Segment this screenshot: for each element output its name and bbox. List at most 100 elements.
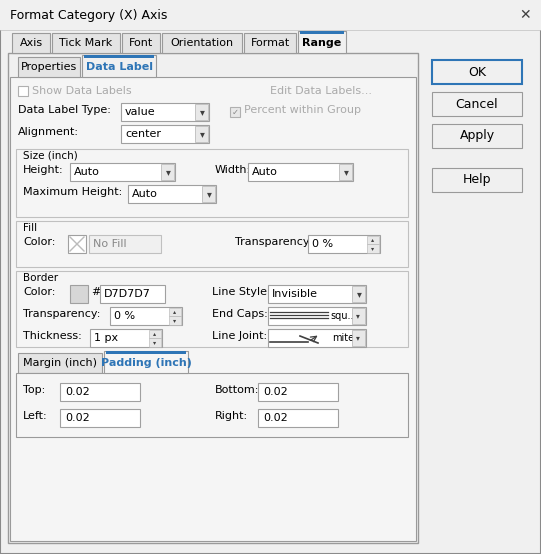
Bar [121,125,209,143]
Bar [230,107,240,117]
Bar [248,163,353,181]
Text: Range: Range [302,38,341,48]
Bar [432,60,522,84]
Bar [18,353,102,373]
Bar [122,33,160,53]
Text: 0 %: 0 % [312,239,333,249]
Bar [8,53,418,543]
Text: Right:: Right: [215,411,248,421]
Bar [268,285,366,303]
Bar [268,329,366,347]
Bar [89,235,161,253]
Bar [68,235,86,253]
Bar [169,316,181,325]
Text: ▾: ▾ [174,318,176,323]
Bar [110,307,182,325]
Bar [300,31,344,34]
Bar [100,285,165,303]
Bar [339,164,352,180]
Bar [82,55,156,77]
Bar [84,55,154,58]
Bar [128,185,216,203]
Text: 0.02: 0.02 [263,387,288,397]
Bar [16,271,408,347]
Bar [432,124,522,148]
Bar [244,33,296,53]
Text: Orientation: Orientation [170,38,234,48]
Bar [18,57,80,77]
Text: #: # [91,287,101,297]
Text: End Caps:: End Caps: [212,309,268,319]
Bar [258,383,338,401]
Text: Width:: Width: [215,165,251,175]
Bar [195,104,208,120]
Bar [367,235,379,244]
Bar [0,0,541,30]
Text: Cancel: Cancel [456,98,498,110]
Text: squ...: squ... [330,311,357,321]
Bar [16,373,408,437]
Bar [432,92,522,116]
Text: ▴: ▴ [154,331,156,336]
Text: ▾: ▾ [154,340,156,345]
Text: Auto: Auto [74,167,100,177]
Text: Auto: Auto [132,189,158,199]
Bar [70,285,88,303]
Text: D7D7D7: D7D7D7 [104,289,151,299]
Bar [104,351,188,373]
Text: Thickness:: Thickness: [23,331,82,341]
Text: ▾: ▾ [357,289,361,299]
Text: Size (inch): Size (inch) [23,151,78,161]
Bar [90,329,162,347]
Text: 1 px: 1 px [94,333,118,343]
Bar [70,163,175,181]
Text: 0.02: 0.02 [263,413,288,423]
Text: ▴: ▴ [174,309,176,314]
Text: Tick Mark: Tick Mark [60,38,113,48]
Text: center: center [125,129,161,139]
Text: 0.02: 0.02 [65,387,90,397]
Text: No Fill: No Fill [93,239,127,249]
Bar [258,409,338,427]
Text: Height:: Height: [23,165,64,175]
Text: Auto: Auto [252,167,278,177]
Bar [12,33,50,53]
Text: Bottom:: Bottom: [215,385,259,395]
Bar [121,103,209,121]
Text: Properties: Properties [21,62,77,72]
Text: Line Style:: Line Style: [212,287,270,297]
Text: Axis: Axis [19,38,43,48]
Bar [16,221,408,267]
Bar [367,244,379,253]
Text: Maximum Height:: Maximum Height: [23,187,122,197]
Bar [162,33,242,53]
Text: ▾: ▾ [344,167,348,177]
Text: Left:: Left: [23,411,48,421]
Text: Border: Border [23,273,58,283]
Text: Padding (inch): Padding (inch) [101,358,192,368]
Text: Color:: Color: [23,237,55,247]
Text: ▾: ▾ [207,189,212,199]
Text: Color:: Color: [23,287,55,297]
Bar [10,77,416,541]
Text: Edit Data Labels...: Edit Data Labels... [270,86,372,96]
Text: Font: Font [129,38,153,48]
Text: Line Joint:: Line Joint: [212,331,267,341]
Bar [352,286,365,302]
Text: 0 %: 0 % [114,311,135,321]
Text: ▴: ▴ [372,237,374,242]
Text: Apply: Apply [459,130,494,142]
Text: ✓: ✓ [232,107,239,116]
Bar [298,31,346,53]
Text: ▾: ▾ [356,334,360,342]
Text: Show Data Labels: Show Data Labels [32,86,131,96]
Bar [432,168,522,192]
Text: Alignment:: Alignment: [18,127,79,137]
Text: ▾: ▾ [372,246,374,251]
Text: Percent within Group: Percent within Group [244,105,361,115]
Bar [18,86,28,96]
Text: miter: miter [332,333,358,343]
Bar [149,330,161,338]
Bar [52,33,120,53]
Bar [106,351,186,354]
